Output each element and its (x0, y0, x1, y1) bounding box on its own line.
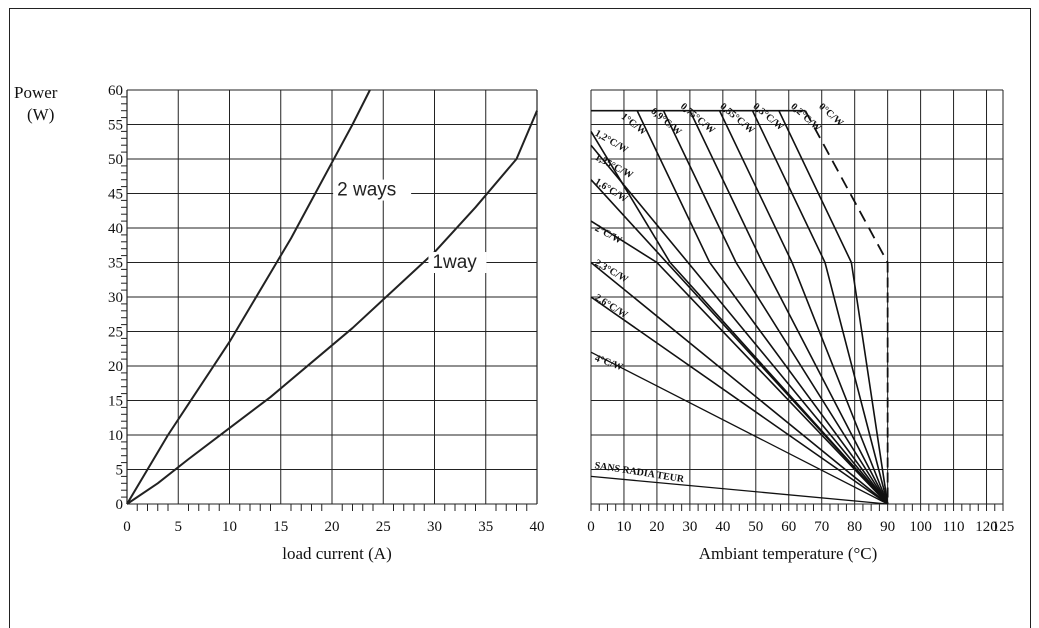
right-x-tick-label: 70 (814, 519, 829, 535)
left-y-axis-title: Power (14, 83, 58, 102)
right-x-tick-label: 90 (880, 519, 895, 535)
right-x-axis-title: Ambiant temperature (°C) (699, 544, 878, 563)
left-y-axis-unit: (W) (27, 105, 54, 124)
left-y-tick-label: 60 (108, 83, 123, 99)
figure-frame (9, 8, 1031, 628)
left-y-tick-label: 15 (108, 394, 123, 410)
right-series-0-3-c-w (751, 110, 889, 505)
left-x-tick-label: 30 (427, 519, 442, 535)
right-series-label-2-c-w: 2°C/W (593, 223, 624, 246)
left-series-label-bg (428, 252, 487, 274)
right-series-1-35-c-w (590, 144, 889, 505)
left-x-tick-label: 20 (325, 519, 340, 535)
right-x-tick-label: 110 (943, 519, 965, 535)
right-x-tick-label: 50 (748, 519, 763, 535)
right-series-0-75-c-w (689, 110, 889, 505)
right-x-tick-label: 20 (649, 519, 664, 535)
right-x-tick-label: 60 (781, 519, 796, 535)
right-x-tick-label: 100 (909, 519, 932, 535)
left-x-axis-title: load current (A) (282, 544, 392, 563)
right-series-1-6-c-w (590, 179, 889, 505)
left-y-tick-label: 50 (108, 152, 123, 168)
right-x-tick-label: 80 (847, 519, 862, 535)
right-series-1-c-w (636, 110, 889, 505)
left-series-1way (126, 110, 538, 505)
right-x-tick-label: 30 (682, 519, 697, 535)
left-x-tick-label: 35 (478, 519, 493, 535)
right-x-tick-label: 10 (616, 519, 631, 535)
right-series-0-55-c-w (718, 110, 889, 505)
right-series-2-3-c-w (590, 261, 889, 505)
left-x-tick-label: 15 (273, 519, 288, 535)
left-y-tick-label: 40 (108, 221, 123, 237)
right-series-sans-radia-teur (590, 475, 888, 505)
right-series-0-2-c-w (778, 110, 889, 505)
left-series-label-1way: 1way (432, 252, 477, 273)
left-grid (126, 89, 538, 505)
left-ticks: 0 5 10 15 20 25 30 35 40 0 5 10 15 20 25 30 35 40 45 50 55 60 (108, 83, 545, 535)
left-x-tick-label: 5 (175, 519, 183, 535)
right-x-tick-label: 40 (715, 519, 730, 535)
right-series-0-c-w (804, 110, 889, 263)
right-series-4-c-w (590, 351, 888, 505)
left-x-tick-label: 25 (376, 519, 391, 535)
left-series-label-2-ways: 2 ways (337, 180, 396, 201)
right-x-tick-label: 125 (992, 519, 1015, 535)
left-series (126, 89, 538, 505)
left-y-tick-label: 35 (108, 256, 123, 272)
right-x-tick-label: 120 (975, 519, 998, 535)
right-series-1-2-c-w (590, 130, 889, 505)
left-series-2-ways (126, 89, 371, 505)
right-grid (590, 89, 1004, 505)
left-y-tick-label: 30 (108, 290, 123, 306)
left-labels: 2 ways 1way (333, 179, 487, 274)
left-x-tick-label: 40 (530, 519, 545, 535)
left-y-tick-label: 20 (108, 359, 123, 375)
left-y-tick-label: 55 (108, 118, 123, 134)
right-series (590, 109, 889, 505)
left-y-tick-label: 45 (108, 187, 123, 203)
left-series-label-bg (333, 179, 412, 201)
right-x-tick-label: 0 (587, 519, 595, 535)
right-series-label-0-75-c-w: 0,75°C/W (678, 101, 717, 136)
left-x-tick-label: 0 (123, 519, 131, 535)
right-series-label-0-2-c-w: 0,2°C/W (788, 101, 822, 134)
right-series-2-6-c-w (590, 296, 889, 505)
right-series-label-4-c-w: 4°C/W (593, 353, 624, 373)
left-x-tick-label: 10 (222, 519, 237, 535)
left-y-tick-label: 10 (108, 428, 123, 444)
right-series-2-c-w (590, 220, 889, 505)
right-series-0-9-c-w (662, 110, 889, 505)
left-y-tick-label: 0 (116, 497, 124, 513)
left-y-tick-label: 25 (108, 325, 123, 341)
left-y-tick-label: 5 (116, 463, 124, 479)
